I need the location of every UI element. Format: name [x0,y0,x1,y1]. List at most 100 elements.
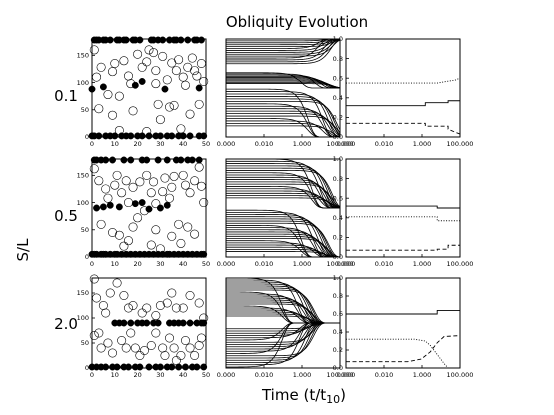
row1-col1-open-point [187,53,197,63]
x-axis-label: Time (t/t10) [261,386,346,406]
row3-col1-open-point [123,303,133,313]
row1-col1-open-point [133,49,143,59]
row2-col1-y-tick-label: 0 [85,253,89,261]
panel-row1-col1: 0 10 20 30 40 50 0 50 100 150 [77,36,210,148]
row1-col1-filled-point [159,36,167,44]
row2-col1-filled-point [177,156,185,164]
row1-col3-y-tick-label: 1.0 [333,35,343,43]
row3-col1-filled-point [200,363,208,371]
row3-col1-filled-point [127,319,135,327]
row3-col1-filled-point [143,319,151,327]
row3-col1-open-point [117,335,127,345]
row2-col1-open-point [94,176,104,186]
row1-col2-trajectory [226,39,341,65]
row1-col2-trajectory [226,38,340,59]
row2-col1-open-point [117,188,127,198]
row2-col1-open-point [101,184,111,194]
row2-col3-y-tick-label: 0.0 [333,253,343,261]
row1-col3-solid-series [346,100,460,107]
row3-col1-open-point [194,298,204,308]
row1-col1-x-tick-label: 30 [156,140,164,148]
row3-col1-filled-point [193,363,201,371]
row1-col1-open-point [89,45,99,55]
row2-col1-x-tick-label: 0 [90,260,94,268]
row1-col1-filled-point [99,83,107,91]
row3-col1-open-point [94,328,104,338]
row3-col2-trajectory [226,322,340,334]
row3-col1-open-point [162,298,172,308]
row1-col1-filled-point [88,85,96,93]
row1-col3-y-tick-label: 0.2 [333,114,343,122]
row1-col2-trajectory [226,79,341,89]
row2-col1-open-point [158,187,168,197]
row1-col1-open-point [108,67,118,77]
row1-col1-filled-point [131,81,139,89]
row2-col1-open-point [185,188,195,198]
row2-col3-y-tick-label: 0.2 [333,234,343,242]
row3-col1-open-point [89,330,99,340]
row3-col2-trajectory [226,322,340,343]
row3-col2-x-tick-label: 1.000 [293,371,312,379]
row2-col1-filled-point [163,201,171,209]
row2-col1-open-point [142,170,152,180]
row1-col1-x-tick-label: 20 [133,140,141,148]
row2-col1-open-point [149,177,159,187]
row3-col1-filled-point [102,363,110,371]
row3-col1-x-tick-label: 20 [133,371,141,379]
row2-col1-filled-point [93,204,101,212]
row2-col1-filled-point [99,203,107,211]
row1-col1-filled-point [122,36,130,44]
row2-col1-open-point [114,230,124,240]
row2-col1-y-tick-label: 150 [77,172,89,180]
row1-col3-frame [345,38,461,138]
panel-row3-col3: 0.000 0.010 1.000 100.000 0.0 0.2 0.4 0.6 0.8 1.0 [333,274,474,379]
row2-col1-open-point [169,171,179,181]
row3-col1-open-point [171,355,181,365]
row1-col1-open-point [194,99,204,109]
row3-col1-filled-point [145,363,153,371]
row3-col1-open-point [89,274,99,284]
row3-col1-open-point [101,308,111,318]
row3-col1-open-point [105,288,115,298]
row2-col1-open-point [178,170,188,180]
row3-col2-trajectory [226,299,340,324]
row2-col3-x-tick-label: 0.000 [337,260,356,268]
row1-col1-filled-point [195,84,203,92]
row3-col1-open-point [119,290,129,300]
row2-col1-open-point [96,219,106,229]
row3-col1-filled-point [136,363,144,371]
row2-col2-trajectory [226,192,341,209]
row3-col2-trajectory [226,313,340,324]
row1-col2-trajectory [226,105,340,138]
row1-col1-open-point [142,127,152,137]
row1-col1-open-point [169,100,179,110]
row2-col1-x-tick-label: 50 [202,260,210,268]
row3-col3-y-tick-label: 0.4 [333,328,343,336]
row2-col1-filled-point [109,156,116,164]
row2-col2-trajectory [226,197,341,209]
row3-col3-y-tick-label: 0.8 [333,292,343,300]
row2-col2-trajectory [226,251,341,258]
row1-col2-trajectory [226,80,341,89]
row3-col3-y-tick-label: 1.0 [333,274,343,282]
row2-col2-trajectory [226,167,341,209]
row1-col1-open-point [96,62,106,72]
row3-col1-x-tick-label: 10 [111,371,119,379]
panel-row3-col2: 0.000 0.010 1.000 100.000 [217,277,353,379]
row3-col3-dotted-series [346,338,449,369]
row3-col1-open-point [135,350,145,360]
row1-col2-trajectory [226,83,341,89]
row1-col1-filled-point [106,36,114,44]
row1-col2-trajectory [226,38,340,49]
row3-col2-x-tick-label: 0.010 [255,371,274,379]
row3-col1-filled-point [156,363,164,371]
row3-col1-open-point [98,300,108,310]
row1-col2-x-tick-label: 1.000 [293,140,312,148]
row1-col1-y-tick-label: 0 [85,133,89,141]
row1-col1-open-point [158,51,168,61]
row1-col1-y-tick-label: 100 [77,79,89,87]
row2-col1-filled-point [102,156,110,164]
row2-col1-filled-point [156,204,164,212]
row1-col2-trajectory [226,100,341,131]
row1-col1-filled-point [200,132,208,140]
